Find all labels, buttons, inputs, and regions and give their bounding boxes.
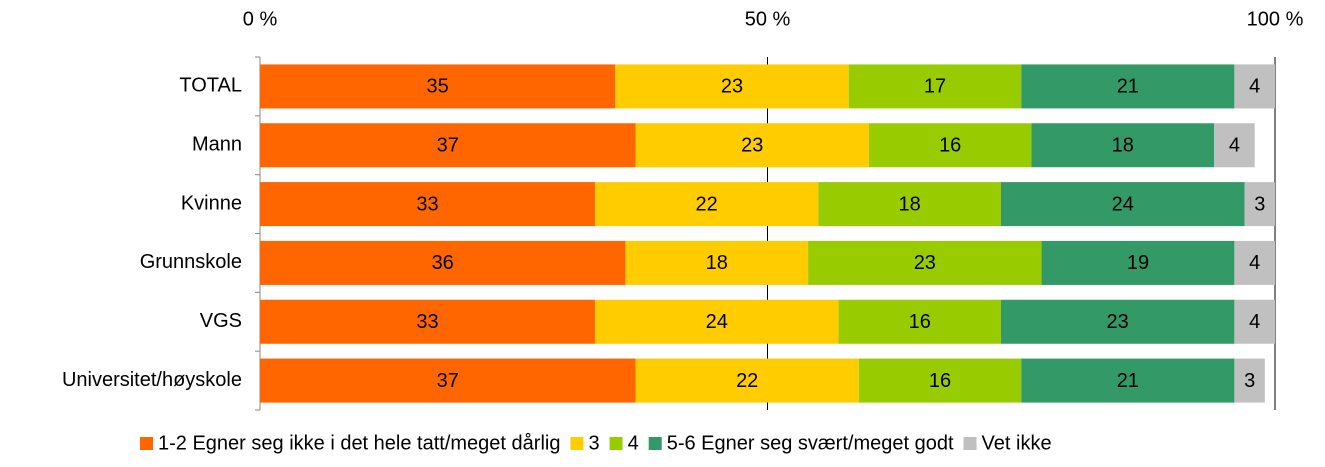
bar-segment xyxy=(260,299,595,344)
bar-segment xyxy=(615,64,849,109)
y-tick-label: Kvinne xyxy=(181,192,242,214)
data-label: 23 xyxy=(1107,311,1129,333)
y-tick-label: Mann xyxy=(192,134,242,156)
bar-segment xyxy=(260,64,616,109)
bar-segment xyxy=(1031,123,1215,168)
legend-label: 1-2 Egner seg ikke i det hele tatt/meget… xyxy=(158,432,560,454)
data-label: 4 xyxy=(1249,252,1260,274)
data-label: 18 xyxy=(706,252,728,274)
bar-segment xyxy=(858,358,1022,403)
bar-segment xyxy=(869,123,1032,168)
legend-label: 3 xyxy=(588,432,599,454)
data-label: 4 xyxy=(1249,76,1260,98)
bar-segment xyxy=(260,123,636,168)
bar-segment xyxy=(635,358,859,403)
bar-segment xyxy=(808,240,1042,285)
y-tick-label: VGS xyxy=(200,310,242,332)
legend-swatch xyxy=(963,437,977,450)
data-label: 16 xyxy=(939,135,961,157)
bar-segment xyxy=(1041,240,1235,285)
bar-segment xyxy=(1000,182,1245,227)
bar-segment xyxy=(1214,123,1255,168)
bar-segment xyxy=(260,358,636,403)
x-tick-label: 50 % xyxy=(745,8,791,30)
data-label: 18 xyxy=(898,193,920,215)
bar-segment xyxy=(1244,182,1275,227)
data-label: 24 xyxy=(706,311,728,333)
data-label: 4 xyxy=(1229,135,1240,157)
data-label: 36 xyxy=(432,252,454,274)
legend-swatch xyxy=(609,437,623,450)
bar-segment xyxy=(1234,64,1275,109)
data-label: 23 xyxy=(741,135,763,157)
bar-segment xyxy=(848,64,1022,109)
data-label: 23 xyxy=(914,252,936,274)
data-label: 17 xyxy=(924,76,946,98)
data-label: 16 xyxy=(909,311,931,333)
legend-label: 4 xyxy=(628,432,639,454)
y-tick-label: TOTAL xyxy=(179,75,242,97)
legend-swatch xyxy=(140,437,153,450)
bar-segment xyxy=(635,123,869,168)
x-tick-label: 100 % xyxy=(1247,8,1304,30)
data-label: 37 xyxy=(437,370,459,392)
data-label: 21 xyxy=(1117,370,1139,392)
data-label: 19 xyxy=(1127,252,1149,274)
legend-label: 5-6 Egner seg svært/meget godt xyxy=(667,432,954,454)
data-label: 23 xyxy=(721,76,743,98)
legend-label: Vet ikke xyxy=(982,432,1052,454)
legend-swatch xyxy=(570,437,584,450)
legend-swatch xyxy=(648,437,662,450)
bar-segment xyxy=(1234,358,1265,403)
bar-segment xyxy=(1021,64,1235,109)
y-tick-label: Grunnskole xyxy=(140,251,242,273)
bar-segment xyxy=(1234,299,1275,344)
y-tick-label: Universitet/høyskole xyxy=(62,369,242,391)
data-label: 35 xyxy=(427,76,449,98)
bar-segment xyxy=(1234,240,1275,285)
data-label: 37 xyxy=(437,135,459,157)
x-tick-label: 0 % xyxy=(243,8,278,30)
data-label: 21 xyxy=(1117,76,1139,98)
data-label: 33 xyxy=(416,193,438,215)
data-label: 3 xyxy=(1244,370,1255,392)
data-label: 16 xyxy=(929,370,951,392)
data-label: 22 xyxy=(736,370,758,392)
data-label: 18 xyxy=(1112,135,1134,157)
data-label: 33 xyxy=(416,311,438,333)
data-label: 4 xyxy=(1249,311,1260,333)
bar-segment xyxy=(594,299,839,344)
bar-segment xyxy=(260,240,626,285)
bar-segment xyxy=(818,182,1001,227)
data-label: 22 xyxy=(695,193,717,215)
bar-segment xyxy=(1021,358,1235,403)
bar-segment xyxy=(260,182,595,227)
data-label: 3 xyxy=(1254,193,1265,215)
bar-segment xyxy=(594,182,819,227)
bar-segment xyxy=(625,240,809,285)
data-label: 24 xyxy=(1112,193,1134,215)
bar-segment xyxy=(838,299,1001,344)
bar-segment xyxy=(1000,299,1235,344)
